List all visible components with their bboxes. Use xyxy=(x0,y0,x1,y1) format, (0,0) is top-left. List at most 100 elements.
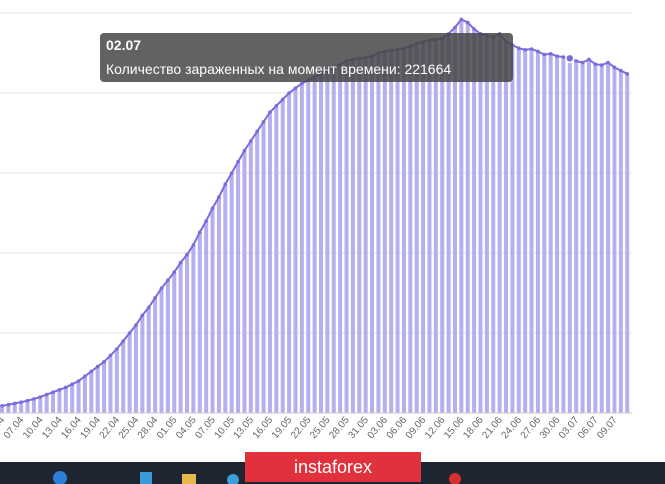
bar xyxy=(606,62,611,413)
point xyxy=(204,219,208,223)
point xyxy=(166,278,170,283)
point xyxy=(612,65,617,70)
point xyxy=(472,27,476,31)
point xyxy=(599,63,604,67)
bar xyxy=(580,62,585,413)
bar xyxy=(185,254,190,413)
point xyxy=(44,392,49,397)
point xyxy=(529,47,534,51)
bar xyxy=(491,37,496,413)
point xyxy=(287,91,291,95)
point xyxy=(293,86,298,90)
bar xyxy=(459,19,464,414)
bar xyxy=(306,80,311,413)
bar xyxy=(197,232,202,413)
bar xyxy=(618,70,623,413)
bar xyxy=(274,105,279,414)
bar xyxy=(599,65,604,413)
bar xyxy=(248,141,253,413)
bar xyxy=(159,288,164,413)
bar xyxy=(497,33,502,414)
point xyxy=(465,20,470,25)
point xyxy=(561,55,566,59)
bar xyxy=(44,394,49,413)
point xyxy=(268,110,272,114)
bar xyxy=(319,73,323,414)
point xyxy=(536,49,540,54)
bar xyxy=(38,397,43,413)
bar xyxy=(0,405,4,413)
bar xyxy=(433,39,438,414)
point xyxy=(217,195,221,199)
bar xyxy=(267,112,272,413)
point xyxy=(548,52,553,56)
bar xyxy=(625,73,630,414)
point xyxy=(523,48,527,52)
bar xyxy=(325,70,330,413)
point xyxy=(102,360,106,364)
bar xyxy=(108,355,113,413)
bar xyxy=(19,402,24,413)
point xyxy=(70,382,74,387)
point xyxy=(574,59,578,63)
bar xyxy=(236,161,241,413)
taskbar-icon xyxy=(53,471,67,484)
point xyxy=(127,331,132,335)
point xyxy=(580,60,585,65)
bar xyxy=(12,403,17,413)
point xyxy=(185,252,189,257)
bar xyxy=(280,99,285,414)
bar xyxy=(344,61,349,413)
point xyxy=(159,286,164,291)
point xyxy=(229,171,234,175)
taskbar-icon xyxy=(449,473,461,484)
bar xyxy=(146,307,151,413)
bar xyxy=(31,398,36,413)
bar xyxy=(165,280,170,413)
point xyxy=(542,52,547,57)
bar xyxy=(350,59,355,414)
watermark: instaforex xyxy=(294,457,372,477)
bar xyxy=(529,49,534,413)
bar xyxy=(370,56,375,413)
point xyxy=(593,62,598,66)
tooltip-value: 221664 xyxy=(404,61,451,77)
point xyxy=(95,364,100,369)
point xyxy=(64,385,68,390)
bar xyxy=(293,88,298,413)
bar xyxy=(89,371,94,413)
highlight-point xyxy=(565,53,575,64)
point xyxy=(210,206,215,210)
point xyxy=(115,347,119,351)
bar xyxy=(510,45,515,413)
point xyxy=(153,296,157,300)
tooltip-label: Количество зараженных на момент времени: xyxy=(106,61,401,77)
bar xyxy=(574,61,579,413)
bar xyxy=(153,297,158,413)
bar xyxy=(25,400,30,413)
bar xyxy=(127,333,132,413)
bar xyxy=(191,245,196,413)
bar xyxy=(535,51,540,414)
point xyxy=(38,395,43,399)
bar xyxy=(548,53,553,414)
point xyxy=(12,401,17,406)
tooltip-text: Количество зараженных на момент времени:… xyxy=(106,61,451,77)
bar xyxy=(414,43,419,414)
point xyxy=(300,81,304,86)
bar xyxy=(472,29,477,413)
point xyxy=(197,230,202,234)
bar xyxy=(82,376,87,413)
point xyxy=(32,397,36,401)
point xyxy=(146,305,151,310)
bar xyxy=(484,35,489,414)
bar xyxy=(446,33,451,414)
bar xyxy=(389,50,394,413)
bar xyxy=(6,404,11,413)
point xyxy=(619,68,623,73)
tooltip-box xyxy=(100,33,513,82)
point xyxy=(0,404,4,408)
point xyxy=(191,243,196,247)
bar xyxy=(133,325,138,413)
point xyxy=(19,400,23,404)
